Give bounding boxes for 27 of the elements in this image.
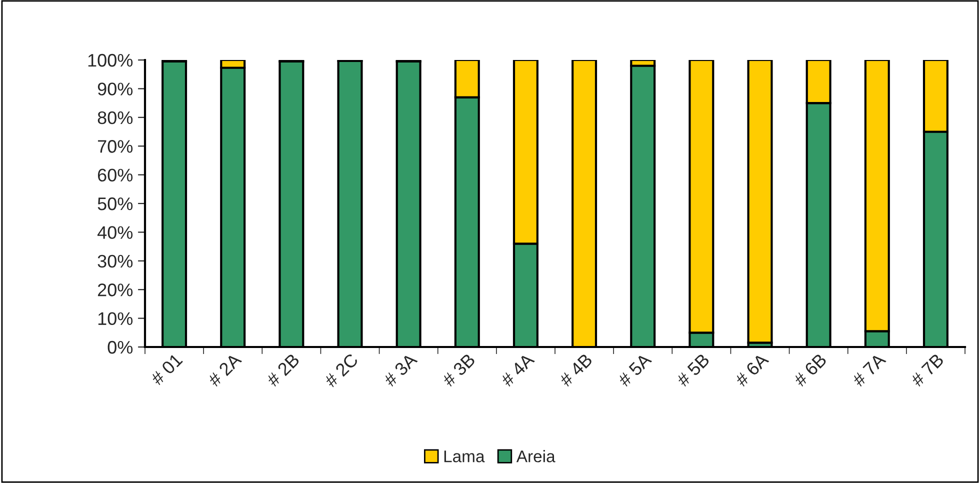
y-tick-label: 40% xyxy=(97,226,133,239)
x-tick-label: # 6B xyxy=(792,352,828,388)
x-tick-label: # 01 xyxy=(150,352,184,386)
x-tick-label: # 7A xyxy=(851,352,886,388)
x-tick-label: # 2B xyxy=(266,352,300,388)
y-tick-label: 0% xyxy=(108,340,133,354)
x-tick-label: # 3B xyxy=(441,352,476,388)
y-tick-label: 30% xyxy=(98,254,133,268)
y-tick-label: 70% xyxy=(98,140,133,153)
y-tick-label: 20% xyxy=(98,284,133,296)
y-tick-label: 100% xyxy=(88,54,133,67)
x-tick-label: # 7B xyxy=(910,353,944,388)
legend-label: Areia xyxy=(516,450,556,462)
x-tick-label: # 3A xyxy=(382,352,418,388)
y-tick-label: 90% xyxy=(98,82,133,96)
x-tick-label: # 4A xyxy=(500,352,535,388)
x-tick-label: # 5A xyxy=(617,352,652,388)
legend-label: Lama xyxy=(444,450,485,462)
y-tick-label: 50% xyxy=(98,197,133,210)
y-tick-label: 60% xyxy=(98,168,133,182)
x-tick-label: # 2C xyxy=(323,352,359,388)
y-tick-label: 80% xyxy=(98,111,133,124)
x-tick-label: # 4B xyxy=(558,353,593,388)
y-tick-label: 10% xyxy=(98,312,133,326)
x-tick-label: # 5B xyxy=(676,353,710,388)
x-tick-label: # 2A xyxy=(206,352,242,388)
x-tick-label: # 6A xyxy=(734,352,770,388)
